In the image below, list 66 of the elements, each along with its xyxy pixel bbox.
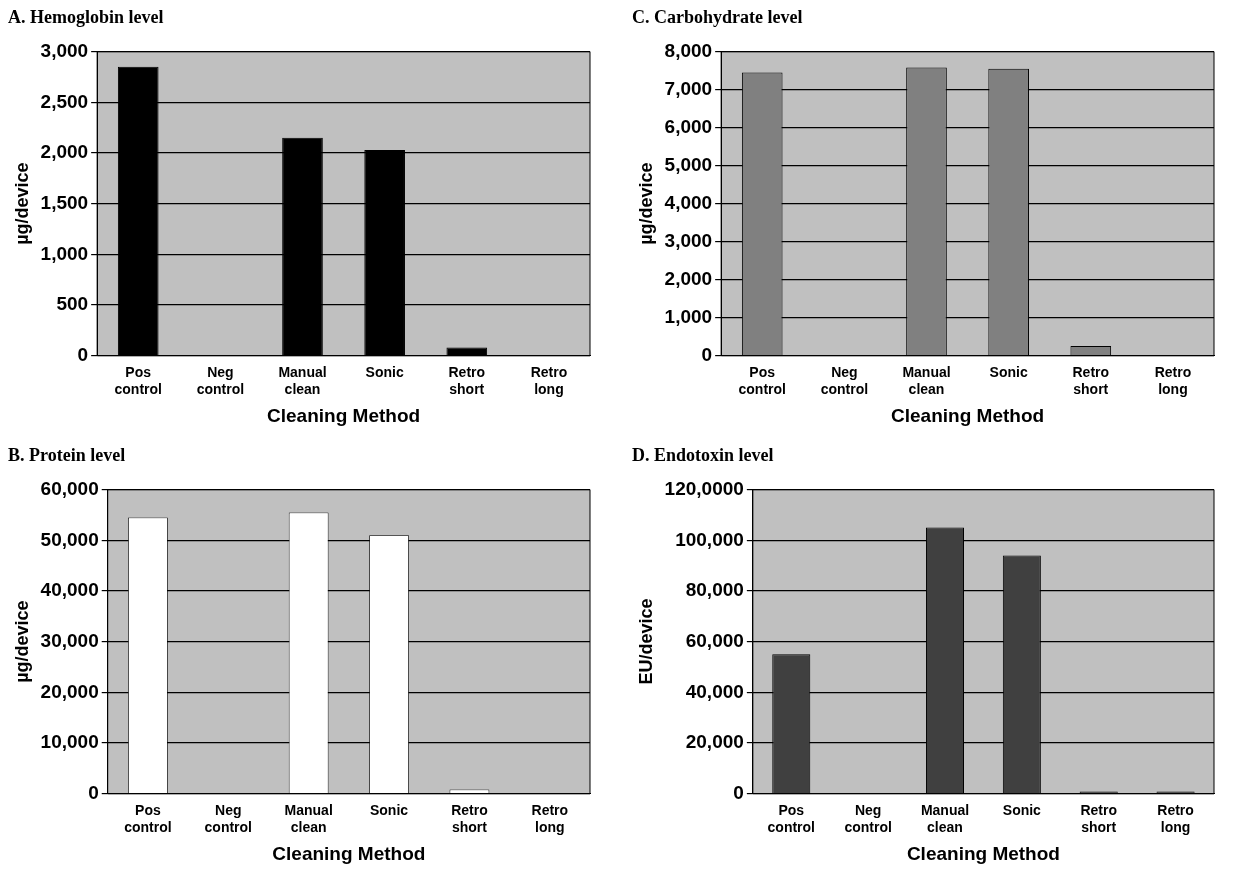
x-tick-label: Retro short <box>451 801 488 835</box>
x-tick-label: Retro short <box>1072 363 1110 397</box>
y-tick-label: 500 <box>56 293 89 315</box>
x-axis-title: Cleaning Method <box>267 404 421 426</box>
x-tick-label: Neg control <box>820 363 869 397</box>
y-tick-label: 40,000 <box>685 680 744 702</box>
y-tick-label: 2,000 <box>664 267 713 289</box>
x-tick-label: Retro long <box>1154 363 1192 397</box>
y-tick-label: 120,0000 <box>664 477 744 499</box>
y-tick-label: 6,000 <box>664 115 713 137</box>
x-tick-label: Pos control <box>124 801 172 835</box>
x-tick-label: Pos control <box>767 801 815 835</box>
x-tick-label: Manual clean <box>902 363 951 397</box>
y-tick-label: 80,000 <box>685 579 744 601</box>
x-tick-label: Neg control <box>844 801 892 835</box>
y-axis-title: µg/device <box>11 600 32 683</box>
x-axis-title: Cleaning Method <box>906 842 1060 864</box>
x-tick-label: Sonic <box>1002 801 1042 818</box>
y-tick-label: 20,000 <box>40 680 99 702</box>
chart-title: A. Hemoglobin level <box>8 7 164 28</box>
x-tick-label: Neg control <box>204 801 253 835</box>
y-tick-label: 60,000 <box>685 629 744 651</box>
x-tick-label: Neg control <box>196 363 245 397</box>
y-tick-label: 2,500 <box>40 90 89 112</box>
x-tick-label: Retro long <box>1157 801 1194 835</box>
y-axis-title: EU/device <box>635 598 656 685</box>
y-axis-title: µg/device <box>11 162 32 245</box>
y-tick-label: 4,000 <box>664 191 713 213</box>
y-tick-label: 2,000 <box>40 141 89 163</box>
y-axis-title: µg/device <box>635 162 656 245</box>
x-axis-title: Cleaning Method <box>272 842 426 864</box>
chart-title: C. Carbohydrate level <box>632 7 803 28</box>
chart-title: B. Protein level <box>8 445 126 466</box>
x-tick-label: Manual clean <box>278 363 327 397</box>
x-tick-label: Manual clean <box>920 801 970 835</box>
y-tick-label: 30,000 <box>40 629 99 651</box>
y-tick-label: 1,000 <box>40 242 89 264</box>
y-tick-label: 40,000 <box>40 579 99 601</box>
x-tick-label: Pos control <box>114 363 162 397</box>
x-tick-label: Sonic <box>369 801 409 818</box>
x-tick-label: Retro long <box>531 801 569 835</box>
y-tick-label: 20,000 <box>685 731 744 753</box>
y-tick-label: 3,000 <box>664 229 713 251</box>
y-tick-label: 3,000 <box>40 39 89 61</box>
y-tick-label: 0 <box>733 781 744 803</box>
y-tick-label: 0 <box>88 781 99 803</box>
y-tick-label: 0 <box>77 343 89 365</box>
y-tick-label: 5,000 <box>664 153 713 175</box>
y-tick-label: 50,000 <box>40 528 99 550</box>
y-tick-label: 60,000 <box>40 477 99 499</box>
y-tick-label: 10,000 <box>40 731 99 753</box>
x-tick-label: Pos control <box>738 363 786 397</box>
y-tick-label: 100,000 <box>675 528 744 550</box>
y-tick-label: 7,000 <box>664 77 713 99</box>
x-tick-label: Sonic <box>365 363 404 380</box>
x-tick-label: Retro short <box>1080 801 1117 835</box>
chart-title: D. Endotoxin level <box>632 445 774 466</box>
y-tick-label: 1,000 <box>664 305 713 327</box>
x-axis-title: Cleaning Method <box>891 404 1045 426</box>
y-tick-label: 8,000 <box>664 39 713 61</box>
x-tick-label: Retro short <box>448 363 486 397</box>
y-tick-label: 0 <box>701 343 713 365</box>
y-tick-label: 1,500 <box>40 191 89 213</box>
x-tick-label: Retro long <box>530 363 568 397</box>
x-tick-label: Sonic <box>989 363 1028 380</box>
x-tick-label: Manual clean <box>284 801 333 835</box>
